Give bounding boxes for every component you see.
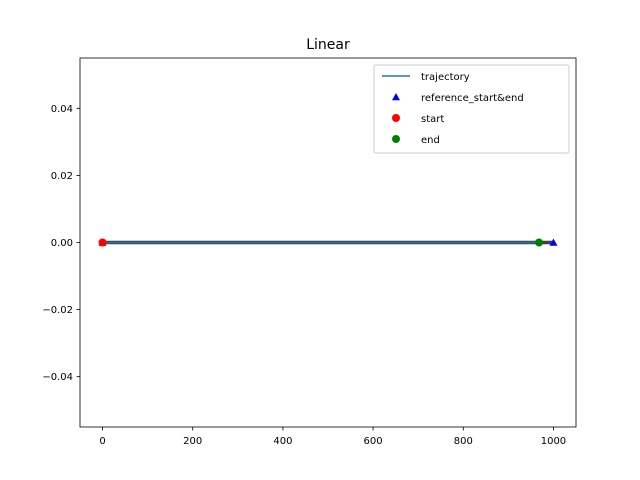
x-axis: 0 200 400 600 800 1000 [99, 427, 566, 447]
reference-marker [549, 238, 558, 246]
y-tick-label: −0.04 [42, 372, 73, 383]
chart-title: Linear [306, 37, 350, 53]
legend-label: end [421, 135, 440, 146]
x-tick-label: 600 [364, 436, 383, 447]
legend-label: trajectory [421, 72, 470, 83]
x-tick-label: 0 [99, 436, 105, 447]
x-tick-label: 400 [273, 436, 292, 447]
end-marker [535, 238, 544, 247]
y-tick-label: −0.02 [42, 305, 73, 316]
plot-marks [98, 238, 558, 247]
legend-triangle-swatch [392, 93, 400, 101]
y-tick-label: 0.00 [51, 238, 73, 249]
y-axis: −0.04 −0.02 0.00 0.02 0.04 [42, 104, 80, 383]
legend-circle-swatch [392, 114, 400, 122]
y-tick-label: 0.02 [51, 171, 73, 182]
y-tick-label: 0.04 [51, 104, 73, 115]
x-tick-label: 200 [183, 436, 202, 447]
start-marker [98, 238, 107, 247]
legend-circle-swatch [392, 135, 400, 143]
x-tick-label: 1000 [541, 436, 566, 447]
x-tick-label: 800 [454, 436, 473, 447]
legend-label: reference_start&end [421, 93, 524, 104]
legend-label: start [421, 114, 444, 125]
legend-box [373, 64, 570, 154]
